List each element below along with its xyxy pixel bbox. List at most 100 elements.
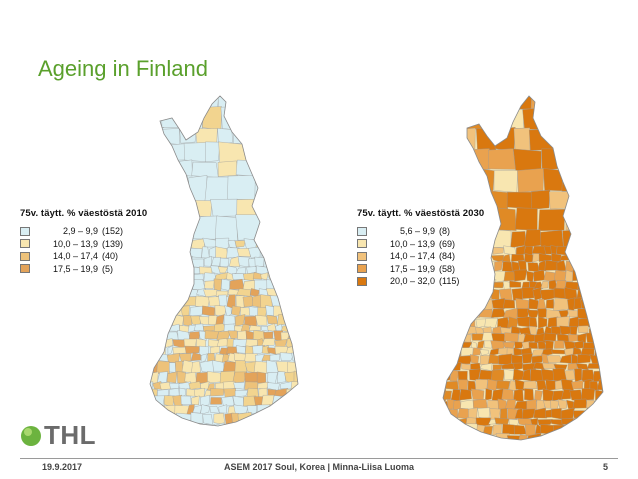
legend-count: (115) <box>439 276 460 287</box>
municipality-cell <box>589 381 599 391</box>
municipality-cell <box>150 127 155 143</box>
municipality-cell <box>184 199 213 218</box>
municipality-cell <box>193 430 207 433</box>
municipality-cell <box>460 148 491 171</box>
municipality-cell <box>543 271 556 282</box>
municipality-cell <box>443 355 445 365</box>
municipality-cell <box>224 305 232 318</box>
municipality-cell <box>524 423 536 437</box>
legend-count: (84) <box>439 251 456 262</box>
municipality-cell <box>424 341 434 349</box>
municipality-cell <box>486 378 499 391</box>
municipality-cell <box>168 431 180 433</box>
municipality-cell <box>423 318 432 328</box>
municipality-cell <box>533 269 546 282</box>
municipality-cell <box>170 198 188 218</box>
municipality-cell <box>184 345 201 354</box>
municipality-cell <box>284 429 292 433</box>
municipality-cell <box>232 273 246 280</box>
municipality-cell <box>297 422 298 426</box>
municipality-cell <box>451 326 465 336</box>
municipality-cell <box>281 412 288 424</box>
municipality-cell <box>453 341 463 351</box>
legend-count: (152) <box>102 226 124 237</box>
municipality-cell <box>288 326 298 332</box>
municipality-cell <box>601 407 603 419</box>
municipality-cell <box>275 429 284 433</box>
municipality-cell <box>120 390 130 396</box>
municipality-cell <box>523 380 538 389</box>
municipality-cell <box>503 369 516 381</box>
legend-row: 10,0 – 13,9 (69) <box>357 238 484 251</box>
municipality-cell <box>155 279 165 290</box>
municipality-cell <box>494 417 510 425</box>
legend-swatch <box>357 276 367 286</box>
municipality-cell <box>283 305 296 317</box>
municipality-cell <box>235 214 266 241</box>
municipality-cell <box>494 207 517 231</box>
municipality-cell <box>590 432 599 440</box>
municipality-cell <box>443 390 452 400</box>
municipality-cell <box>261 325 270 332</box>
municipality-cell <box>422 287 434 299</box>
municipality-cell <box>588 106 603 128</box>
municipality-cell <box>431 308 440 319</box>
municipality-cell <box>590 169 603 192</box>
municipality-cell <box>211 429 224 433</box>
municipality-cell <box>540 281 549 289</box>
municipality-cell <box>538 316 548 329</box>
municipality-cell <box>163 306 172 318</box>
municipality-cell <box>157 389 169 398</box>
municipality-cell <box>281 266 290 274</box>
municipality-cell <box>464 423 478 436</box>
municipality-cell <box>593 271 603 282</box>
municipality-cell <box>150 279 157 291</box>
municipality-cell <box>257 199 274 218</box>
municipality-cell <box>282 274 294 281</box>
municipality-cell <box>464 433 478 440</box>
municipality-cell <box>415 328 422 334</box>
municipality-cell <box>180 265 192 276</box>
municipality-cell <box>498 353 513 366</box>
legend-range: 10,0 – 13,9 <box>52 238 98 249</box>
municipality-cell <box>259 142 284 162</box>
municipality-cell <box>287 412 296 426</box>
municipality-cell <box>232 371 247 384</box>
municipality-cell <box>150 295 152 308</box>
municipality-cell <box>443 416 447 426</box>
municipality-cell <box>444 423 455 435</box>
municipality-cell <box>166 371 178 384</box>
municipality-cell <box>169 383 181 390</box>
municipality-cell <box>287 361 298 374</box>
municipality-cell <box>209 405 220 414</box>
municipality-cell <box>443 297 453 310</box>
municipality-cell <box>165 294 175 308</box>
municipality-cell <box>150 315 152 326</box>
municipality-cell <box>553 364 568 370</box>
municipality-cell <box>566 399 576 410</box>
municipality-cell <box>164 422 172 426</box>
municipality-cell <box>182 96 200 107</box>
municipality-cell <box>150 354 152 363</box>
municipality-cell <box>551 253 562 262</box>
municipality-cell <box>231 305 242 317</box>
municipality-cell <box>430 334 443 342</box>
legend-count: (58) <box>439 263 456 274</box>
municipality-cell <box>600 363 603 371</box>
legend-2010: 75v. täytt. % väestöstä 2010 2,9 – 9,9 (1… <box>20 208 147 275</box>
municipality-cell <box>478 168 495 192</box>
municipality-cell <box>466 96 494 110</box>
municipality-cell <box>504 332 519 343</box>
municipality-cell <box>493 170 518 193</box>
municipality-cell <box>516 316 531 328</box>
municipality-cell <box>120 143 146 163</box>
legend-2030: 75v. täytt. % väestöstä 2030 5,6 – 9,9 (8… <box>357 208 484 288</box>
municipality-cell <box>564 369 576 381</box>
municipality-cell <box>270 246 280 259</box>
municipality-cell <box>240 96 262 108</box>
municipality-cell <box>265 413 275 424</box>
municipality-cell <box>286 423 298 426</box>
municipality-cell <box>490 369 505 382</box>
legend-range: 10,0 – 13,9 <box>389 238 435 249</box>
legend-range: 14,0 – 17,4 <box>389 251 435 262</box>
